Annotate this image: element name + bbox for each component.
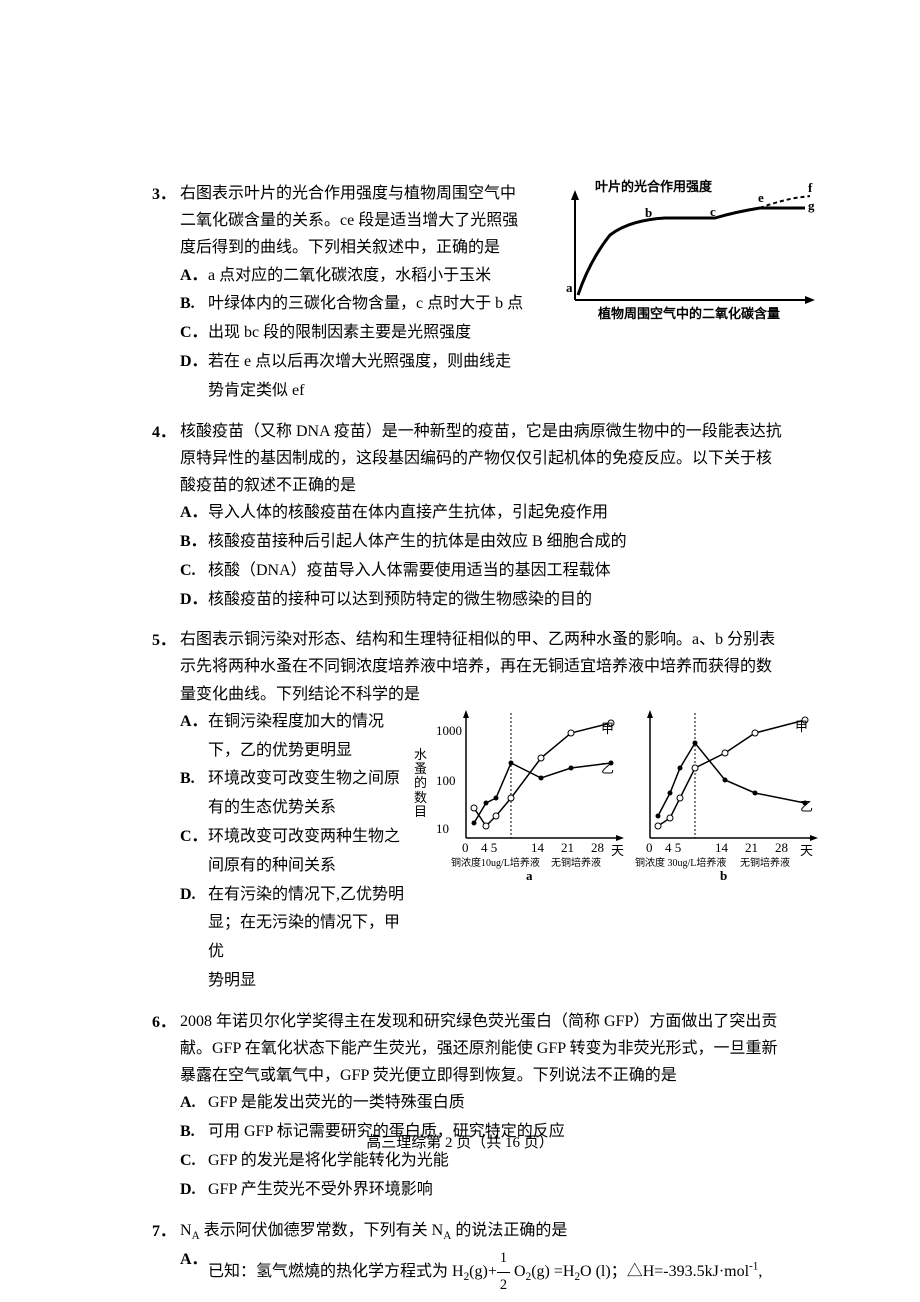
q5-number: 5． bbox=[152, 626, 176, 650]
q4-optC: C.核酸（DNA）疫苗导入人体需要使用适当的基因工程载体 bbox=[180, 557, 820, 586]
q5-optD: D.在有污染的情况下,乙优势明 bbox=[180, 881, 406, 910]
chart-a-svg bbox=[436, 708, 626, 858]
q5-optA: A．在铜污染程度加大的情况 bbox=[180, 708, 406, 737]
chart-b-svg bbox=[630, 708, 820, 858]
q5-container: A．在铜污染程度加大的情况 下，乙的优势更明显 B.环境改变可改变生物之间原 有… bbox=[180, 708, 820, 996]
q4-optB: B．核酸疫苗接种后引起人体产生的抗体是由效应 B 细胞合成的 bbox=[180, 528, 820, 557]
q6-number: 6． bbox=[152, 1008, 176, 1032]
q6-optD: D.GFP 产生荧光不受外界环境影响 bbox=[180, 1176, 820, 1205]
q4-optD: D．核酸疫苗的接种可以达到预防特定的微生物感染的目的 bbox=[180, 586, 820, 615]
q6-stem3: 暴露在空气或氧气中，GFP 荧光便立即得到恢复。下列说法不正确的是 bbox=[180, 1062, 820, 1089]
q6-stem2: 献。GFP 在氧化状态下能产生荧光，强还原剂能使 GFP 转变为非荧光形式，一旦… bbox=[180, 1035, 820, 1062]
q5-options: A．在铜污染程度加大的情况 下，乙的优势更明显 B.环境改变可改变生物之间原 有… bbox=[180, 708, 406, 996]
q4-optA: A．导入人体的核酸疫苗在体内直接产生抗体，引起免疫作用 bbox=[180, 499, 820, 528]
q7-number: 7． bbox=[152, 1217, 176, 1241]
pt-b: b bbox=[645, 205, 652, 221]
q5-chart-b: 0 4 5 14 21 28 天 甲 乙 铜浓度 30ug/L培养液 无铜培养液… bbox=[630, 708, 820, 888]
q3-text: 右图表示叶片的光合作用强度与植物周围空气中 二氧化碳含量的关系。ce 段是适当增… bbox=[180, 180, 550, 406]
q4-number: 4． bbox=[152, 418, 176, 442]
q3-stem3: 度后得到的曲线。下列相关叙述中，正确的是 bbox=[180, 234, 550, 261]
page-footer: 高三理综第 2 页（共 16 页） bbox=[0, 1131, 920, 1152]
q5-stem3: 量变化曲线。下列结论不科学的是 bbox=[180, 681, 820, 708]
q3-optC: C．出现 bc 段的限制因素主要是光照强度 bbox=[180, 319, 550, 348]
q4-stem2: 原特异性的基因制成的，这段基因编码的产物仅仅引起机体的免疫反应。以下关于核 bbox=[180, 445, 820, 472]
photosynthesis-chart-svg bbox=[560, 180, 820, 320]
q3-optD-cont: 势肯定类似 ef bbox=[180, 377, 550, 406]
q4-stem1: 核酸疫苗（又称 DNA 疫苗）是一种新型的疫苗，它是由病原微生物中的一段能表达抗 bbox=[180, 418, 820, 445]
q6-stem1: 2008 年诺贝尔化学奖得主在发现和研究绿色荧光蛋白（简称 GFP）方面做出了突… bbox=[180, 1008, 820, 1035]
opt-label-d: D． bbox=[180, 348, 208, 377]
pt-e: e bbox=[758, 190, 764, 206]
q7-optA: A． 已知：氢气燃燒的热化学方程式为 H2(g)+12 O2(g) =H2O (… bbox=[180, 1246, 820, 1299]
q5-optC: C．环境改变可改变两种生物之 bbox=[180, 823, 406, 852]
q3-optD: D．若在 e 点以后再次增大光照强度，则曲线走 bbox=[180, 348, 550, 377]
question-4: 4． 核酸疫苗（又称 DNA 疫苗）是一种新型的疫苗，它是由病原微生物中的一段能… bbox=[180, 418, 820, 615]
q5-stem1: 右图表示铜污染对形态、结构和生理特征相似的甲、乙两种水蚤的影响。a、b 分别表 bbox=[180, 626, 820, 653]
q3-xlabel: 植物周围空气中的二氧化碳含量 bbox=[598, 303, 780, 322]
q6-optA: A.GFP 是能发出荧光的一类特殊蛋白质 bbox=[180, 1089, 820, 1118]
opt-label-a: A． bbox=[180, 262, 208, 291]
question-6: 6． 2008 年诺贝尔化学奖得主在发现和研究绿色荧光蛋白（简称 GFP）方面做… bbox=[180, 1008, 820, 1205]
pt-f: f bbox=[808, 180, 812, 196]
q3-container: 右图表示叶片的光合作用强度与植物周围空气中 二氧化碳含量的关系。ce 段是适当增… bbox=[180, 180, 820, 406]
q3-stem1: 右图表示叶片的光合作用强度与植物周围空气中 bbox=[180, 180, 550, 207]
q3-chart: 叶片的光合作用强度 植物周围空气中的二氧化碳含量 a b c e f g bbox=[560, 180, 820, 320]
q5-optB: B.环境改变可改变生物之间原 bbox=[180, 765, 406, 794]
q3-optB: B.叶绿体内的三碳化合物含量，c 点时大于 b 点 bbox=[180, 290, 550, 319]
question-3: 3． 右图表示叶片的光合作用强度与植物周围空气中 二氧化碳含量的关系。ce 段是… bbox=[180, 180, 820, 406]
q4-stem3: 酸疫苗的叙述不正确的是 bbox=[180, 472, 820, 499]
q5-chart-a: 1000 100 10 0 4 5 14 21 28 天 甲 乙 铜浓度10ug… bbox=[436, 708, 626, 888]
q5-charts: 水蚤的数目 1000 100 10 0 4 5 14 bbox=[414, 708, 820, 888]
opt-label-c: C． bbox=[180, 319, 208, 348]
pt-g: g bbox=[808, 198, 815, 214]
q5-stem2: 示先将两种水蚤在不同铜浓度培养液中培养，再在无铜适宜培养液中培养而获得的数 bbox=[180, 653, 820, 680]
pt-a: a bbox=[566, 280, 573, 296]
q3-ylabel: 叶片的光合作用强度 bbox=[595, 176, 712, 195]
q3-optA: A．a 点对应的二氧化碳浓度，水稻小于玉米 bbox=[180, 262, 550, 291]
q3-number: 3． bbox=[152, 180, 176, 204]
opt-label-b: B. bbox=[180, 290, 195, 319]
q5-ylabel: 水蚤的数目 bbox=[414, 708, 432, 888]
question-5: 5． 右图表示铜污染对形态、结构和生理特征相似的甲、乙两种水蚤的影响。a、b 分… bbox=[180, 626, 820, 996]
question-7: 7． NA 表示阿伏伽德罗常数，下列有关 NA 的说法正确的是 A． 已知：氢气… bbox=[180, 1217, 820, 1299]
q7-stem: NA 表示阿伏伽德罗常数，下列有关 NA 的说法正确的是 bbox=[180, 1217, 820, 1246]
pt-c: c bbox=[710, 204, 716, 220]
q3-stem2: 二氧化碳含量的关系。ce 段是适当增大了光照强 bbox=[180, 207, 550, 234]
